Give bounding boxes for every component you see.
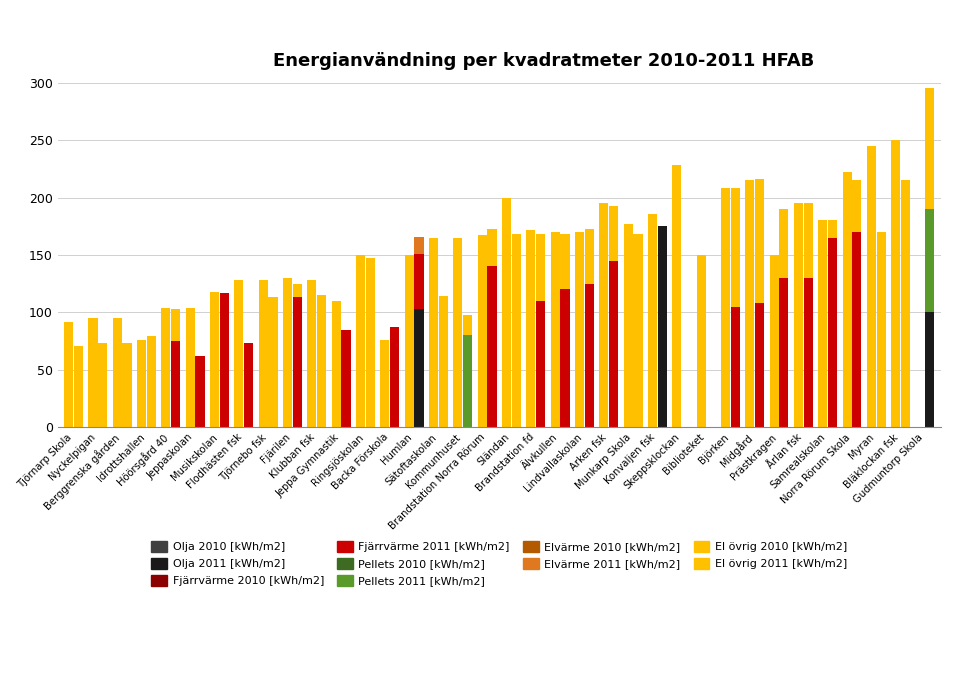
Bar	[195, 356, 204, 427]
Bar	[561, 289, 569, 427]
Bar	[550, 232, 560, 427]
Bar	[925, 209, 934, 312]
Bar	[122, 343, 132, 427]
Bar	[672, 165, 682, 427]
Bar	[171, 341, 180, 427]
Bar	[876, 232, 886, 427]
Bar	[317, 295, 326, 427]
Bar	[380, 340, 390, 427]
Bar	[609, 205, 618, 260]
Bar	[307, 280, 317, 427]
Bar	[234, 280, 244, 427]
Bar	[283, 278, 292, 427]
Bar	[745, 181, 755, 427]
Title: Energianvändning per kvadratmeter 2010-2011 HFAB: Energianvändning per kvadratmeter 2010-2…	[273, 52, 814, 70]
Bar	[697, 255, 706, 427]
Bar	[721, 188, 731, 427]
Bar	[609, 260, 618, 427]
Bar	[804, 278, 813, 427]
Bar	[804, 203, 813, 278]
Bar	[488, 229, 496, 267]
Bar	[755, 303, 764, 427]
Bar	[185, 308, 195, 427]
Bar	[852, 232, 861, 427]
Bar	[463, 336, 472, 427]
Bar	[658, 226, 667, 427]
Bar	[171, 309, 180, 341]
Bar	[624, 224, 633, 427]
Bar	[415, 309, 423, 427]
Bar	[268, 298, 277, 427]
Bar	[536, 301, 545, 427]
Bar	[634, 234, 642, 427]
Bar	[843, 172, 852, 427]
Bar	[828, 220, 837, 238]
Bar	[331, 301, 341, 427]
Bar	[512, 234, 521, 427]
Bar	[536, 234, 545, 301]
Bar	[453, 238, 463, 427]
Bar	[818, 220, 828, 427]
Bar	[161, 308, 171, 427]
Bar	[488, 267, 496, 427]
Bar	[98, 343, 108, 427]
Bar	[794, 203, 804, 427]
Bar	[770, 255, 779, 427]
Bar	[867, 146, 876, 427]
Bar	[147, 336, 156, 427]
Bar	[74, 346, 83, 427]
Bar	[648, 214, 657, 427]
Legend: Olja 2010 [kWh/m2], Olja 2011 [kWh/m2], Fjärrvärme 2010 [kWh/m2], Fjärrvärme 201: Olja 2010 [kWh/m2], Olja 2011 [kWh/m2], …	[147, 536, 852, 590]
Bar	[585, 229, 594, 284]
Bar	[137, 340, 146, 427]
Bar	[210, 291, 219, 427]
Bar	[293, 284, 301, 298]
Bar	[526, 229, 536, 427]
Bar	[477, 236, 487, 427]
Bar	[599, 203, 609, 427]
Bar	[415, 254, 423, 309]
Bar	[780, 278, 788, 427]
Bar	[463, 315, 472, 336]
Bar	[780, 209, 788, 278]
Bar	[925, 88, 934, 209]
Bar	[244, 343, 253, 427]
Bar	[64, 322, 73, 427]
Bar	[220, 293, 228, 427]
Bar	[575, 232, 584, 427]
Bar	[502, 198, 511, 427]
Bar	[366, 258, 374, 427]
Bar	[293, 298, 301, 427]
Bar	[404, 255, 414, 427]
Bar	[900, 181, 910, 427]
Bar	[439, 296, 448, 427]
Bar	[891, 140, 900, 427]
Bar	[731, 188, 740, 307]
Bar	[925, 312, 934, 427]
Bar	[258, 280, 268, 427]
Bar	[112, 318, 122, 427]
Bar	[585, 284, 594, 427]
Bar	[828, 238, 837, 427]
Bar	[390, 327, 399, 427]
Bar	[415, 236, 423, 254]
Bar	[356, 255, 365, 427]
Bar	[852, 181, 861, 232]
Bar	[88, 318, 98, 427]
Bar	[561, 234, 569, 289]
Bar	[342, 329, 350, 427]
Bar	[429, 238, 438, 427]
Bar	[755, 179, 764, 303]
Bar	[731, 307, 740, 427]
